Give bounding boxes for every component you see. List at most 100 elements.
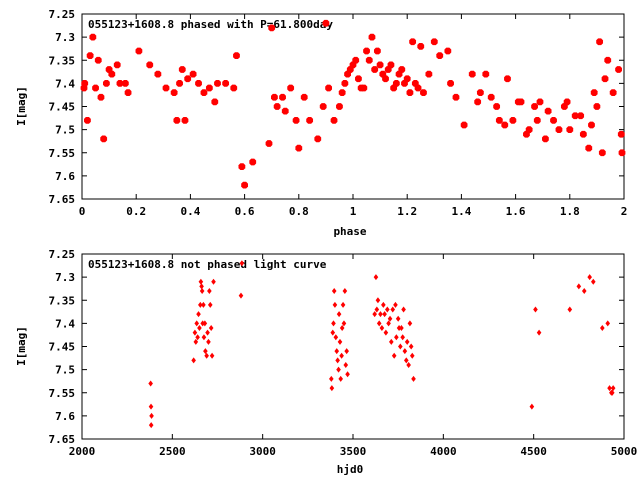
data-point	[402, 348, 408, 355]
data-point	[393, 301, 398, 308]
data-point	[200, 89, 208, 97]
data-point	[206, 338, 211, 345]
data-point	[378, 311, 383, 318]
x-axis-title: phase	[333, 225, 366, 238]
data-point	[314, 135, 322, 143]
data-point	[201, 301, 206, 308]
data-point	[336, 103, 343, 110]
data-point	[391, 352, 397, 359]
data-point	[189, 70, 197, 78]
data-point	[197, 325, 202, 331]
data-point	[376, 61, 384, 69]
data-point	[536, 329, 542, 336]
data-point	[146, 61, 154, 69]
data-point	[230, 84, 238, 92]
data-point	[292, 116, 300, 124]
data-point	[381, 301, 386, 308]
data-point	[279, 93, 286, 101]
data-point	[529, 403, 535, 410]
data-point	[331, 288, 337, 294]
data-point	[124, 89, 132, 97]
data-point	[173, 116, 181, 124]
data-point	[365, 56, 373, 64]
y-tick-label: 7.55	[49, 387, 76, 400]
y-tick-label: 7.3	[55, 271, 75, 284]
data-point	[447, 79, 454, 87]
data-point	[211, 278, 216, 285]
data-point	[533, 306, 538, 313]
data-point	[368, 33, 376, 41]
data-point	[205, 329, 210, 336]
data-point	[563, 98, 571, 106]
data-point	[394, 334, 399, 341]
plot-frame	[81, 253, 625, 440]
data-point	[207, 288, 212, 294]
data-point	[329, 375, 334, 382]
data-point	[273, 103, 281, 110]
data-point	[392, 79, 400, 87]
data-point	[604, 56, 612, 64]
data-point	[204, 352, 209, 359]
data-point	[533, 116, 541, 124]
data-point	[590, 89, 598, 97]
data-point	[81, 79, 89, 87]
data-point	[338, 375, 344, 382]
data-point	[590, 278, 596, 285]
data-point	[97, 93, 105, 101]
data-point	[343, 362, 349, 368]
data-point	[387, 61, 395, 69]
data-point	[420, 89, 427, 97]
data-point	[336, 366, 341, 373]
data-point	[92, 84, 99, 92]
data-point	[214, 79, 221, 87]
chart-title: 055123+1608.8 not phased light curve	[88, 258, 327, 271]
data-point	[610, 385, 616, 392]
data-point	[335, 357, 340, 364]
data-point	[376, 320, 382, 327]
data-point	[430, 38, 438, 46]
x-tick-label: 3500	[340, 445, 367, 458]
x-tick-label: 0.8	[289, 205, 309, 218]
x-tick-label: 0.4	[180, 205, 200, 218]
data-point	[487, 93, 495, 101]
data-point	[617, 130, 625, 138]
phased-light-curve-panel: 055123+1608.8 phased with P=61.800day ph…	[15, 8, 627, 238]
data-point	[536, 98, 544, 106]
data-point	[588, 121, 595, 129]
y-axis-title: I[mag]	[15, 86, 28, 126]
data-point	[306, 116, 314, 124]
data-point	[544, 107, 552, 115]
data-point	[601, 75, 609, 83]
data-point	[609, 89, 617, 97]
data-point	[618, 149, 626, 157]
data-point	[338, 89, 346, 97]
data-point	[371, 66, 379, 73]
data-point	[198, 278, 204, 285]
x-tick-label: 2500	[159, 445, 186, 458]
data-point	[181, 116, 189, 124]
data-point	[382, 311, 387, 318]
data-point	[148, 380, 153, 387]
data-point	[400, 334, 405, 341]
x-tick-label: 4000	[430, 445, 457, 458]
data-point	[444, 47, 452, 55]
data-point	[238, 292, 244, 299]
data-point	[501, 121, 509, 129]
y-tick-label: 7.35	[49, 54, 76, 67]
data-point	[372, 311, 377, 318]
data-point	[281, 107, 289, 115]
data-point	[345, 371, 350, 378]
data-point	[238, 163, 246, 171]
x-tick-label: 0	[79, 205, 86, 218]
y-tick-label: 7.65	[49, 193, 76, 206]
data-point	[576, 283, 582, 290]
data-point	[474, 98, 482, 106]
x-axis-title: hjd0	[337, 463, 364, 476]
data-point	[403, 75, 411, 83]
data-point	[195, 334, 200, 341]
y-tick-label: 7.4	[55, 317, 75, 330]
data-point	[319, 103, 327, 110]
data-point	[337, 338, 343, 345]
y-tick-label: 7.25	[49, 8, 76, 21]
